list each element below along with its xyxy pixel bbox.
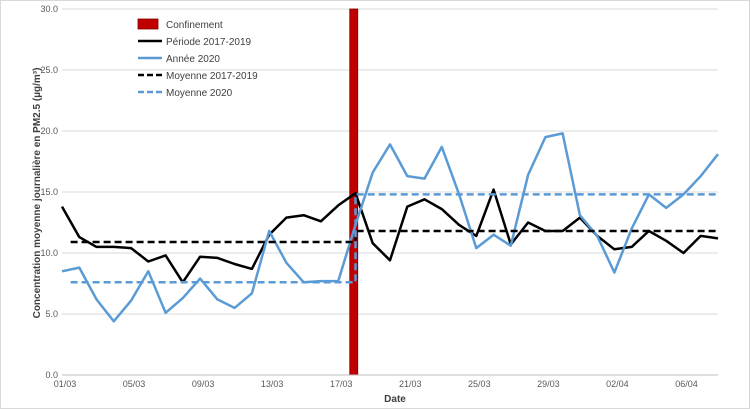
y-tick-label: 25.0 [40,65,58,75]
y-tick-label: 10.0 [40,248,58,258]
x-axis-title: Date [384,394,406,405]
x-tick-label: 02/04 [606,379,629,389]
confinement-bar [349,8,359,376]
x-tick-label: 05/03 [123,379,146,389]
legend-label: Confinement [166,20,223,31]
x-tick-label: 21/03 [399,379,422,389]
y-tick-label: 20.0 [40,126,58,136]
legend-label: Moyenne 2020 [166,88,233,99]
legend-swatch-confinement [137,18,159,30]
x-tick-label: 29/03 [537,379,560,389]
x-tick-label: 09/03 [192,379,215,389]
x-tick-labels: 01/03 05/03 09/03 13/03 17/03 21/03 25/03 29/03… [54,379,698,389]
legend-label: Moyenne 2017-2019 [166,71,258,82]
legend: Confinement Période 2017-2019 Année 2020 Mo… [137,18,258,99]
series-moyenne-2020-line [70,193,718,284]
x-tick-label: 13/03 [261,379,284,389]
series-layer [60,132,719,323]
y-tick-labels: 0.0 5.0 10.0 15.0 20.0 25.0 30.0 [40,4,58,380]
x-tick-label: 06/04 [675,379,698,389]
y-axis-title: Concentration moyenne journalière en PM2… [32,68,43,319]
x-tick-label: 17/03 [330,379,353,389]
legend-label: Année 2020 [166,54,220,65]
confinement-layer [349,8,359,376]
x-tick-label: 25/03 [468,379,491,389]
y-tick-label: 15.0 [40,187,58,197]
series-ann-e-2020-line [61,132,719,323]
series-p-riode-2017-2019-line [60,188,719,284]
y-tick-label: 5.0 [45,309,58,319]
x-tick-label: 01/03 [54,379,77,389]
legend-label: Période 2017-2019 [166,37,252,48]
gridlines [62,8,718,376]
y-tick-label: 0.0 [45,370,58,380]
y-tick-label: 30.0 [40,4,58,14]
